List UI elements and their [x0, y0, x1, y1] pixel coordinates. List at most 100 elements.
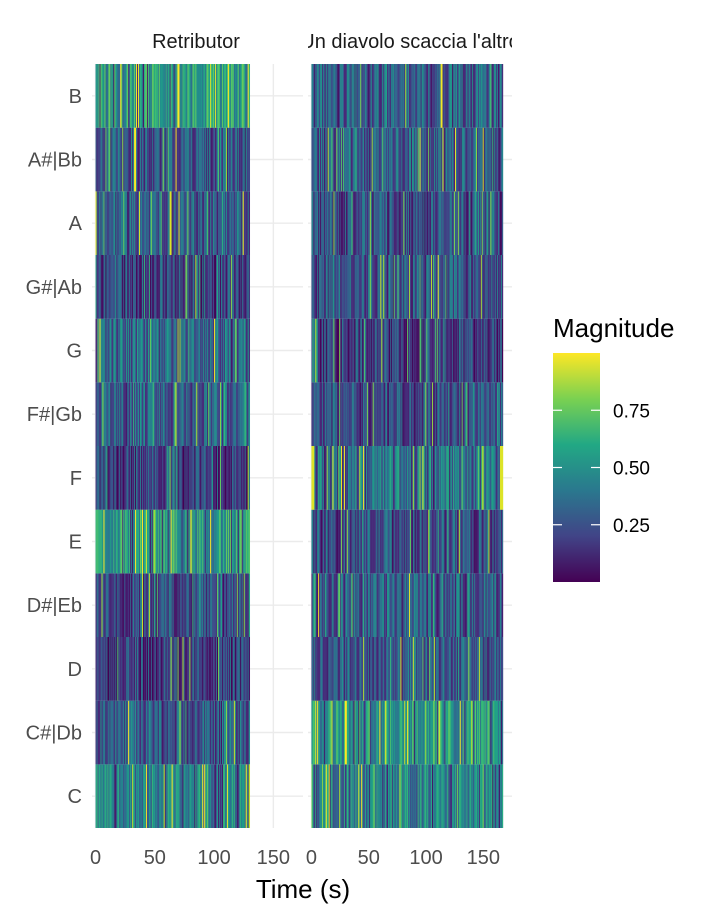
heatmap-cell	[393, 573, 396, 637]
heatmap-cell	[246, 637, 249, 701]
heatmap-cell	[345, 700, 348, 765]
heatmap-cell	[366, 382, 369, 446]
heatmap-cell	[167, 764, 170, 828]
heatmap-cell	[323, 509, 326, 574]
heatmap-cell	[123, 255, 125, 319]
heatmap-cell	[189, 255, 191, 319]
heatmap-cell	[199, 764, 201, 828]
panel-un-diavolo	[308, 64, 512, 828]
heatmap-cell	[112, 318, 114, 383]
heatmap-cell	[156, 764, 159, 828]
heatmap-cell	[418, 446, 420, 510]
heatmap-cell	[333, 127, 335, 192]
heatmap-cell	[148, 764, 151, 828]
heatmap-cell	[120, 446, 122, 510]
heatmap-cell	[483, 318, 485, 383]
heatmap-cell	[193, 446, 195, 510]
heatmap-cell	[394, 509, 396, 574]
heatmap-cell	[207, 382, 209, 446]
heatmap-cell	[130, 509, 132, 574]
heatmap-cell	[454, 446, 456, 510]
heatmap-cell	[475, 382, 477, 446]
heatmap-cell	[204, 64, 206, 128]
heatmap-cell	[206, 255, 208, 319]
heatmap-cell	[195, 573, 197, 637]
heatmap-cell	[379, 573, 381, 637]
heatmap-cell	[475, 509, 477, 574]
heatmap-cell	[171, 64, 173, 128]
heatmap-cell	[97, 127, 99, 192]
heatmap-cell	[203, 446, 205, 510]
heatmap-cell	[496, 64, 498, 128]
heatmap-cell	[459, 700, 462, 765]
heatmap-cell	[224, 764, 227, 828]
heatmap-cell	[116, 446, 118, 510]
heatmap-cell	[162, 509, 165, 574]
heatmap-cell	[394, 764, 396, 828]
heatmap-cell	[115, 573, 117, 637]
heatmap-cell	[401, 446, 403, 510]
heatmap-cell	[382, 446, 384, 510]
heatmap-cell	[139, 764, 141, 828]
heatmap-cell	[160, 318, 163, 383]
heatmap-cell	[122, 127, 124, 192]
heatmap-cell	[351, 191, 353, 255]
heatmap-cell	[464, 318, 466, 383]
heatmap-cell	[146, 255, 149, 319]
heatmap-cell	[376, 127, 378, 192]
heatmap-cell	[315, 764, 317, 828]
heatmap-cell	[426, 64, 428, 128]
heatmap-cell	[246, 700, 249, 765]
heatmap-cell	[130, 573, 132, 637]
heatmap-cell	[456, 573, 459, 637]
heatmap-cell	[148, 700, 151, 765]
heatmap-cell	[444, 255, 446, 319]
heatmap-cell	[155, 446, 158, 510]
heatmap-cell	[122, 700, 124, 765]
heatmap-cell	[101, 573, 103, 637]
heatmap-cell	[149, 127, 152, 192]
heatmap-cell	[314, 318, 316, 383]
heatmap-cell	[408, 255, 410, 319]
heatmap-cell	[329, 573, 331, 637]
heatmap-cell	[119, 764, 121, 828]
heatmap-cell	[236, 700, 239, 765]
heatmap-cell	[341, 637, 343, 701]
heatmap-cell	[372, 573, 374, 637]
heatmap-cell	[356, 637, 358, 701]
heatmap-cell	[471, 446, 473, 510]
heatmap-cell	[342, 191, 344, 255]
heatmap-cell	[412, 191, 415, 255]
heatmap-cell	[170, 382, 172, 446]
heatmap-cell	[226, 318, 229, 383]
heatmap-cell	[421, 127, 423, 192]
heatmap-cell	[433, 573, 436, 637]
heatmap-cell	[234, 573, 237, 637]
heatmap-cell	[131, 127, 133, 192]
heatmap-cell	[319, 191, 321, 255]
heatmap-cell	[363, 64, 365, 128]
heatmap-cell	[183, 382, 185, 446]
heatmap-cell	[406, 446, 408, 510]
heatmap-cell	[340, 700, 342, 765]
heatmap-cell	[401, 700, 403, 765]
heatmap-cell	[353, 127, 355, 192]
heatmap-cell	[150, 446, 153, 510]
heatmap-cell	[192, 637, 194, 701]
heatmap-cell	[242, 764, 245, 828]
heatmap-cell	[397, 764, 399, 828]
heatmap-cell	[177, 64, 179, 128]
heatmap-cell	[208, 64, 210, 128]
heatmap-cell	[153, 127, 156, 192]
heatmap-cell	[459, 191, 462, 255]
heatmap-cell	[148, 446, 151, 510]
heatmap-cell	[450, 127, 452, 192]
heatmap-cell	[316, 764, 318, 828]
heatmap-cell	[165, 64, 168, 128]
heatmap-cell	[449, 764, 451, 828]
heatmap-cell	[500, 637, 503, 701]
heatmap-cell	[185, 127, 187, 192]
heatmap-cell	[469, 637, 471, 701]
heatmap-cell	[429, 509, 431, 574]
heatmap-cell	[204, 509, 206, 574]
